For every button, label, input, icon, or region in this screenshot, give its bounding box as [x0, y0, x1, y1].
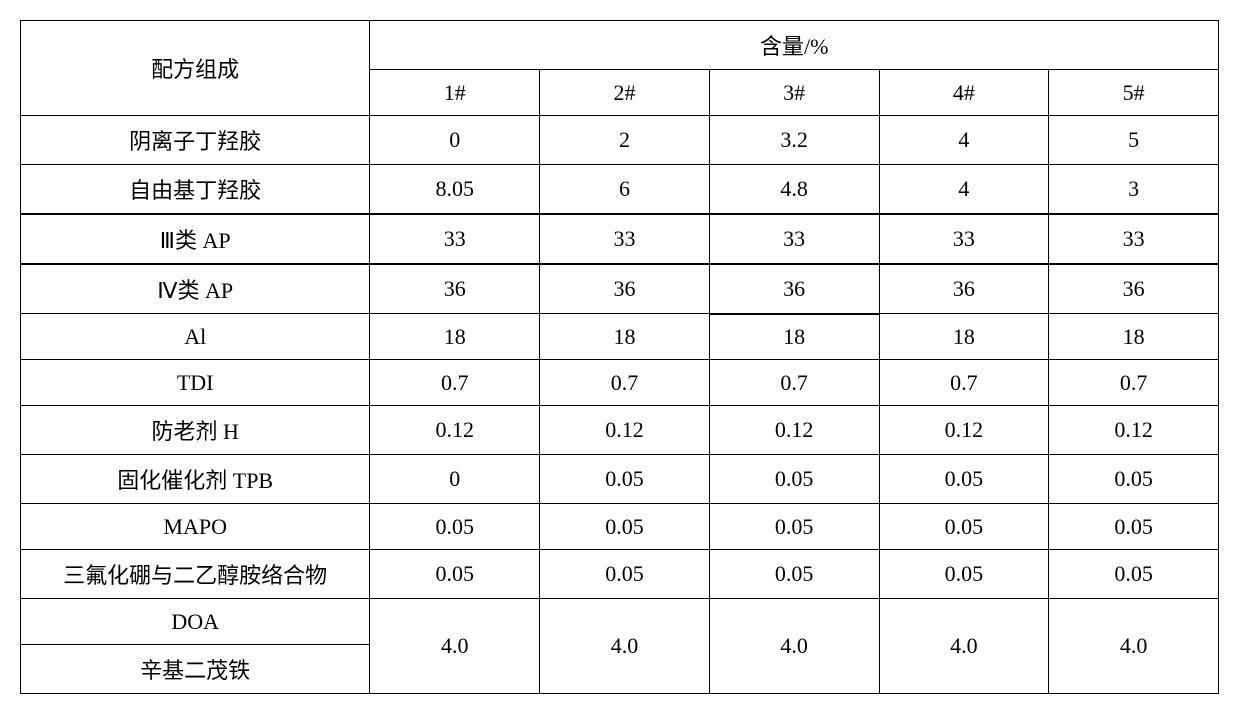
row-label: TDI [21, 360, 370, 406]
cell: 0.05 [879, 504, 1049, 550]
table-row: 阴离子丁羟胶 0 2 3.2 4 5 [21, 116, 1219, 165]
col-header-4: 4# [879, 70, 1049, 116]
cell: 5 [1049, 116, 1219, 165]
cell: 18 [370, 314, 540, 360]
cell-merged: 4.0 [879, 599, 1049, 694]
cell-merged: 4.0 [370, 599, 540, 694]
cell: 33 [370, 214, 540, 264]
cell: 0.7 [1049, 360, 1219, 406]
col-header-1: 1# [370, 70, 540, 116]
row-label: 固化催化剂 TPB [21, 455, 370, 504]
table-row: 三氟化硼与二乙醇胺络合物 0.05 0.05 0.05 0.05 0.05 [21, 550, 1219, 599]
cell: 4.8 [709, 165, 879, 215]
row-label: 自由基丁羟胶 [21, 165, 370, 215]
cell-merged: 4.0 [1049, 599, 1219, 694]
cell: 33 [1049, 214, 1219, 264]
header-row-label: 配方组成 [21, 21, 370, 116]
formula-table: 配方组成 含量/% 1# 2# 3# 4# 5# 阴离子丁羟胶 0 2 3.2 … [20, 20, 1219, 694]
cell: 0.05 [540, 550, 710, 599]
cell: 0.05 [1049, 504, 1219, 550]
row-label: Al [21, 314, 370, 360]
cell: 0.05 [879, 550, 1049, 599]
cell: 6 [540, 165, 710, 215]
cell: 0 [370, 455, 540, 504]
row-label: 阴离子丁羟胶 [21, 116, 370, 165]
table-row: Al 18 18 18 18 18 [21, 314, 1219, 360]
cell: 0.12 [1049, 406, 1219, 455]
cell: 36 [1049, 264, 1219, 314]
cell: 3 [1049, 165, 1219, 215]
cell: 0.05 [1049, 550, 1219, 599]
cell: 4 [879, 116, 1049, 165]
table-row: TDI 0.7 0.7 0.7 0.7 0.7 [21, 360, 1219, 406]
row-label: MAPO [21, 504, 370, 550]
cell: 8.05 [370, 165, 540, 215]
cell: 0 [370, 116, 540, 165]
cell: 36 [540, 264, 710, 314]
table-row: Ⅲ类 AP 33 33 33 33 33 [21, 214, 1219, 264]
cell: 0.12 [370, 406, 540, 455]
row-label: 防老剂 H [21, 406, 370, 455]
table-row: 固化催化剂 TPB 0 0.05 0.05 0.05 0.05 [21, 455, 1219, 504]
row-label: DOA [21, 599, 370, 645]
row-label: 三氟化硼与二乙醇胺络合物 [21, 550, 370, 599]
cell: 18 [1049, 314, 1219, 360]
row-label: 辛基二茂铁 [21, 645, 370, 694]
cell: 3.2 [709, 116, 879, 165]
cell: 18 [879, 314, 1049, 360]
table-row: 自由基丁羟胶 8.05 6 4.8 4 3 [21, 165, 1219, 215]
cell: 0.7 [370, 360, 540, 406]
cell: 0.05 [709, 504, 879, 550]
cell: 0.7 [709, 360, 879, 406]
header-row-1: 配方组成 含量/% [21, 21, 1219, 70]
cell: 0.12 [879, 406, 1049, 455]
col-header-3: 3# [709, 70, 879, 116]
row-label: Ⅳ类 AP [21, 264, 370, 314]
header-content-label: 含量/% [370, 21, 1219, 70]
col-header-5: 5# [1049, 70, 1219, 116]
table-row: MAPO 0.05 0.05 0.05 0.05 0.05 [21, 504, 1219, 550]
cell: 0.05 [540, 504, 710, 550]
cell-merged: 4.0 [709, 599, 879, 694]
cell-merged: 4.0 [540, 599, 710, 694]
table-row: 防老剂 H 0.12 0.12 0.12 0.12 0.12 [21, 406, 1219, 455]
cell: 33 [879, 214, 1049, 264]
cell: 0.7 [540, 360, 710, 406]
cell: 2 [540, 116, 710, 165]
cell: 0.05 [1049, 455, 1219, 504]
row-label: Ⅲ类 AP [21, 214, 370, 264]
cell: 0.05 [370, 550, 540, 599]
cell: 4 [879, 165, 1049, 215]
table-row-merged-1: DOA 4.0 4.0 4.0 4.0 4.0 [21, 599, 1219, 645]
cell: 0.7 [879, 360, 1049, 406]
cell: 0.05 [709, 455, 879, 504]
cell: 36 [879, 264, 1049, 314]
col-header-2: 2# [540, 70, 710, 116]
cell: 33 [540, 214, 710, 264]
cell: 33 [709, 214, 879, 264]
cell: 0.05 [709, 550, 879, 599]
cell: 18 [540, 314, 710, 360]
cell: 0.12 [709, 406, 879, 455]
cell: 0.05 [370, 504, 540, 550]
cell: 0.05 [879, 455, 1049, 504]
cell: 0.05 [540, 455, 710, 504]
cell: 0.12 [540, 406, 710, 455]
table-row: Ⅳ类 AP 36 36 36 36 36 [21, 264, 1219, 314]
cell: 18 [709, 314, 879, 360]
cell: 36 [709, 264, 879, 314]
cell: 36 [370, 264, 540, 314]
